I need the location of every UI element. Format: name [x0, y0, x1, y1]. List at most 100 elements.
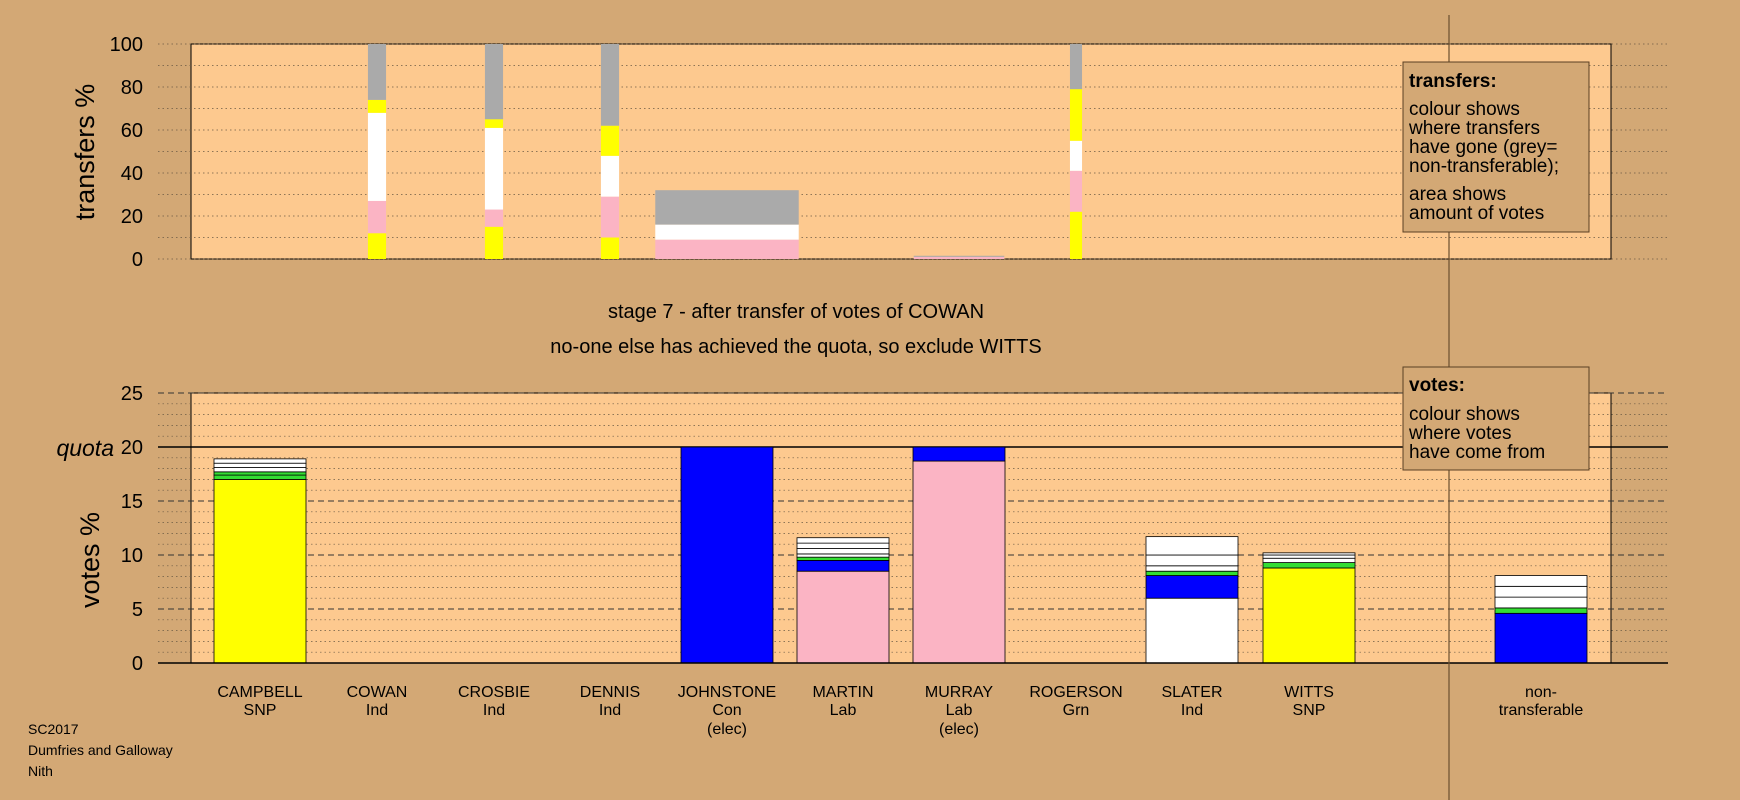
candidate-party-dennis: Ind	[599, 702, 621, 719]
candidate-labels: CAMPBELLSNPCOWANIndCROSBIEIndDENNISIndJO…	[217, 684, 1583, 738]
transfer-segment-johnstone-to-non-transferable	[655, 190, 799, 225]
transfers-bars	[367, 44, 1083, 259]
transfer-segment-johnstone-to-slater	[655, 224, 799, 240]
transfer-segment-crosbie-to-martin	[484, 209, 504, 227]
candidate-name-murray: MURRAY	[925, 684, 993, 701]
candidate-party-witts: SNP	[1293, 702, 1326, 719]
footer-ward: Nith	[28, 763, 53, 779]
vote-segment-martin	[796, 560, 890, 572]
transfers-y-tick-label: 100	[110, 34, 143, 56]
footer-election: SC2017	[28, 721, 79, 737]
votes-legend-title: votes:	[1409, 375, 1465, 396]
transfer-segment-cowan-to-campbell	[367, 233, 387, 259]
votes-y-tick-label: 25	[121, 383, 143, 405]
candidate-party-johnstone: Con	[712, 702, 741, 719]
vote-segment-johnstone	[680, 446, 774, 664]
transfer-segment-murray-to-non-transferable	[913, 255, 1005, 257]
vote-segment-witts	[1262, 554, 1356, 559]
candidate-name-non: non-	[1525, 684, 1557, 701]
transfer-segment-cowan-to-non-transferable	[367, 44, 387, 100]
votes-y-tick-label: 20	[121, 437, 143, 459]
vote-segment-non	[1494, 612, 1588, 664]
transfers-y-tick-label: 80	[121, 77, 143, 99]
vote-segment-non	[1494, 607, 1588, 614]
votes-y-tick-label: 10	[121, 545, 143, 567]
candidate-name-rogerson: ROGERSON	[1029, 684, 1122, 701]
vote-segment-slater	[1145, 565, 1239, 572]
transfer-segment-dennis-to-slater	[600, 155, 620, 197]
vote-segment-slater	[1145, 597, 1239, 664]
transfer-segment-johnstone-to-martin	[655, 239, 799, 259]
vote-segment-martin	[796, 570, 890, 664]
candidate-party-rogerson: Grn	[1063, 702, 1090, 719]
vote-segment-non	[1494, 596, 1588, 609]
vote-segment-campbell	[213, 478, 307, 664]
transfers-y-tick-label: 20	[121, 206, 143, 228]
transfer-segment-rogerson-to-martin	[1069, 170, 1083, 212]
vote-segment-campbell	[213, 467, 307, 473]
transfer-segment-dennis-to-campbell	[600, 237, 620, 259]
stage-description: stage 7 - after transfer of votes of COW…	[608, 301, 984, 323]
transfers-legend-line: where transfers	[1408, 118, 1540, 139]
transfers-y-ticks: 0 20 40 60 80 100	[110, 34, 143, 271]
votes-panel	[190, 392, 1612, 664]
quota-label: quota	[56, 435, 114, 461]
transfers-legend-line: amount of votes	[1409, 203, 1544, 224]
transfer-segment-rogerson-to-slater	[1069, 140, 1083, 171]
transfer-segment-dennis-to-martin	[600, 196, 620, 238]
candidate-party-crosbie: Ind	[483, 702, 505, 719]
votes-legend-line: where votes	[1408, 423, 1511, 444]
vote-segment-witts	[1262, 567, 1356, 664]
vote-segment-slater	[1145, 575, 1239, 599]
candidate-party-non: transferable	[1499, 702, 1584, 719]
transfer-segment-crosbie-to-non-transferable	[484, 44, 504, 120]
votes-y-ticks: 0 5 10 15 20 25	[121, 383, 143, 675]
votes-legend: votes: colour shows where votes have com…	[1402, 366, 1590, 471]
transfer-segment-rogerson-to-campbell	[1069, 211, 1083, 259]
votes-y-tick-label: 5	[132, 599, 143, 621]
transfers-y-tick-label: 0	[132, 249, 143, 271]
vote-segment-non	[1494, 585, 1588, 598]
transfer-segment-rogerson-to-witts	[1069, 89, 1083, 141]
vote-segment-slater	[1145, 536, 1239, 556]
votes-legend-line: colour shows	[1409, 404, 1520, 425]
vote-segment-slater	[1145, 570, 1239, 576]
transfer-segment-murray-to-martin	[913, 256, 1005, 259]
candidate-status-murray: (elec)	[939, 721, 979, 738]
transfers-y-tick-label: 60	[121, 120, 143, 142]
candidate-name-johnstone: JOHNSTONE	[678, 684, 776, 701]
candidate-name-crosbie: CROSBIE	[458, 684, 530, 701]
transfer-segment-crosbie-to-witts	[484, 119, 504, 128]
candidate-name-slater: SLATER	[1161, 684, 1222, 701]
vote-segment-campbell	[213, 462, 307, 468]
candidate-name-dennis: DENNIS	[580, 684, 640, 701]
vote-segment-witts	[1262, 557, 1356, 563]
candidate-name-cowan: COWAN	[347, 684, 408, 701]
vote-segment-murray	[912, 446, 1006, 462]
transfers-y-tick-label: 40	[121, 163, 143, 185]
vote-segment-slater	[1145, 554, 1239, 567]
transfer-segment-cowan-to-martin	[367, 200, 387, 234]
transfer-segment-crosbie-to-campbell	[484, 226, 504, 259]
transfer-segment-cowan-to-slater	[367, 112, 387, 201]
vote-segment-campbell	[213, 474, 307, 480]
vote-segment-martin	[796, 548, 890, 555]
transfers-legend-line: have gone (grey=	[1409, 137, 1557, 158]
transfers-legend-line: area shows	[1409, 184, 1506, 205]
votes-bars	[213, 446, 1588, 664]
vote-segment-murray	[912, 460, 1006, 664]
candidate-status-johnstone: (elec)	[707, 721, 747, 738]
footer-council: Dumfries and Galloway	[28, 742, 173, 758]
transfer-segment-dennis-to-witts	[600, 125, 620, 156]
vote-segment-martin	[796, 542, 890, 549]
transfers-y-axis-label: transfers %	[70, 84, 100, 221]
vote-segment-martin	[796, 537, 890, 544]
votes-y-axis-label: votes %	[75, 512, 105, 608]
transfers-legend-line: colour shows	[1409, 99, 1520, 120]
votes-legend-line: have come from	[1409, 442, 1545, 463]
transfer-segment-cowan-to-witts	[367, 99, 387, 113]
votes-y-tick-label: 0	[132, 653, 143, 675]
candidate-party-campbell: SNP	[244, 702, 277, 719]
transfers-legend-title: transfers:	[1409, 71, 1497, 92]
